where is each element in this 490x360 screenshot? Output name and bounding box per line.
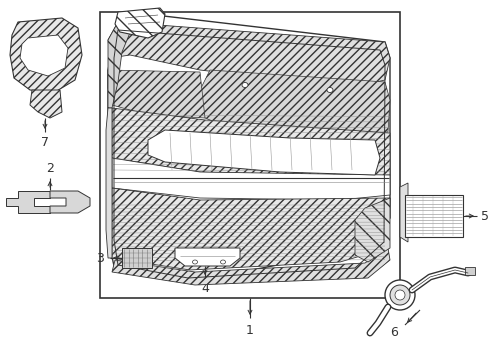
Ellipse shape (390, 285, 410, 305)
Polygon shape (108, 70, 205, 118)
Polygon shape (400, 183, 408, 242)
Ellipse shape (242, 82, 248, 87)
Polygon shape (10, 18, 82, 92)
Bar (465, 267, 475, 275)
Text: 3: 3 (96, 252, 104, 265)
Ellipse shape (327, 87, 333, 93)
Polygon shape (112, 248, 390, 285)
Polygon shape (108, 22, 390, 88)
Ellipse shape (395, 290, 405, 300)
Polygon shape (108, 15, 390, 282)
Polygon shape (112, 188, 390, 270)
Polygon shape (200, 70, 390, 135)
Polygon shape (175, 248, 240, 266)
Polygon shape (355, 198, 390, 262)
Polygon shape (50, 191, 90, 213)
Polygon shape (115, 8, 165, 38)
Polygon shape (20, 35, 68, 76)
Text: 5: 5 (481, 210, 489, 222)
Text: 6: 6 (390, 327, 398, 339)
Polygon shape (6, 191, 50, 213)
Text: 7: 7 (41, 136, 49, 149)
Polygon shape (122, 248, 152, 268)
Polygon shape (148, 130, 380, 175)
Polygon shape (30, 90, 62, 118)
Polygon shape (106, 108, 112, 258)
Polygon shape (108, 22, 132, 108)
Bar (100, 12, 400, 298)
Ellipse shape (193, 260, 197, 264)
Text: 2: 2 (46, 162, 54, 175)
Text: 4: 4 (201, 282, 209, 294)
Text: 1: 1 (246, 324, 254, 337)
Ellipse shape (220, 260, 225, 264)
Polygon shape (112, 158, 390, 200)
Bar (405, 195, 463, 237)
Polygon shape (112, 108, 390, 178)
Ellipse shape (385, 280, 415, 310)
